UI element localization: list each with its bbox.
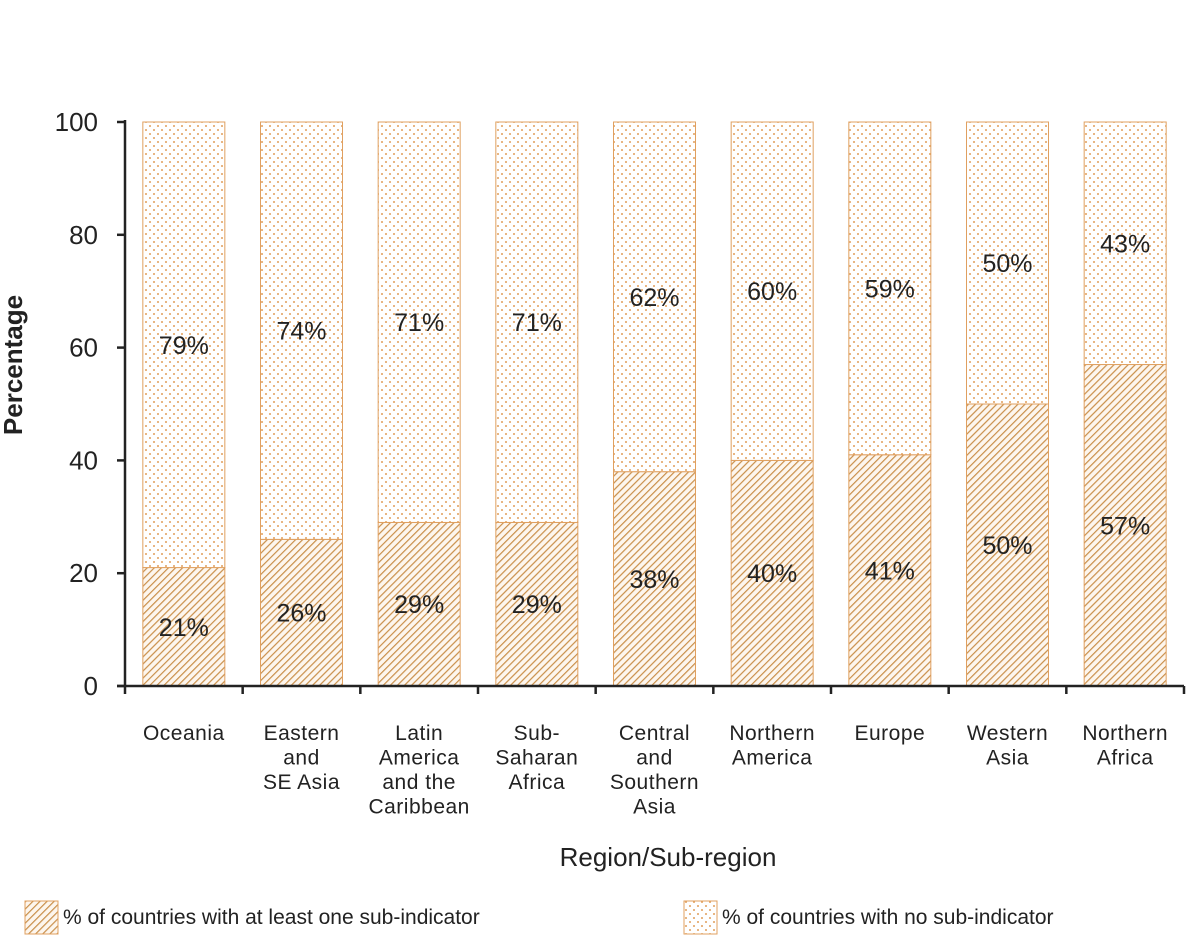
data-label-no-sub-indicator: 74% (276, 318, 326, 346)
bar-no-sub-indicator (966, 121, 1049, 405)
data-label-no-sub-indicator: 60% (747, 278, 797, 306)
data-label-at-least-one: 38% (629, 566, 679, 594)
x-axis-title: Region/Sub-region (560, 842, 777, 872)
category-label: Central and Southern Asia (610, 722, 699, 819)
legend-label-none: % of countries with no sub-indicator (722, 906, 1054, 929)
bar-at-least-one (730, 459, 814, 687)
category-label: Eastern and SE Asia (263, 722, 340, 794)
y-tick-label: 60 (69, 333, 98, 363)
y-tick-label: 100 (55, 107, 98, 137)
data-label-at-least-one: 40% (747, 560, 797, 588)
bar-no-sub-indicator (613, 121, 696, 473)
bar-no-sub-indicator (377, 121, 461, 523)
data-label-at-least-one: 57% (1100, 512, 1150, 540)
data-label-at-least-one: 29% (512, 591, 562, 619)
bar-no-sub-indicator (495, 121, 579, 523)
legend-swatch-hatch (24, 900, 59, 935)
data-label-at-least-one: 26% (276, 600, 326, 628)
legend-swatch-dots (683, 900, 718, 935)
data-label-no-sub-indicator: 59% (865, 275, 915, 303)
category-label: Latin America and the Caribbean (368, 722, 469, 819)
data-labels-group: 21% 79% 26% 74% 29% 71% 29% 71% 38% 62% 40% 60% 41% 5… (159, 230, 1150, 642)
y-tick-label: 40 (69, 445, 98, 475)
bar-at-least-one (142, 567, 226, 687)
data-label-at-least-one: 21% (159, 614, 209, 642)
bar-no-sub-indicator (260, 121, 343, 540)
data-label-no-sub-indicator: 62% (629, 284, 679, 312)
category-label: Europe (854, 722, 925, 745)
bar-at-least-one (1083, 364, 1167, 687)
data-label-no-sub-indicator: 71% (394, 309, 444, 337)
legend-label-at-least-one: % of countries with at least one sub-ind… (63, 906, 480, 929)
bars-group (142, 121, 1167, 687)
data-label-at-least-one: 29% (394, 591, 444, 619)
y-axis: 0 20 40 60 80 100 (55, 107, 127, 701)
category-label: Northern America (729, 722, 815, 770)
data-label-at-least-one: 41% (865, 557, 915, 585)
category-label: Sub-Saharan Africa (495, 722, 578, 794)
bar-at-least-one (966, 403, 1049, 687)
category-label: Oceania (143, 722, 225, 745)
y-tick-label: 80 (69, 220, 98, 250)
bar-no-sub-indicator (142, 121, 226, 569)
bar-no-sub-indicator (1083, 121, 1167, 366)
data-label-no-sub-indicator: 43% (1100, 230, 1150, 258)
y-axis-title: Percentage (0, 295, 28, 435)
category-label: Western Asia (967, 722, 1048, 770)
legend: % of countries with at least one sub-ind… (24, 900, 1054, 935)
bar-no-sub-indicator (730, 121, 814, 461)
bar-at-least-one (848, 454, 932, 687)
bar-no-sub-indicator (848, 121, 932, 456)
category-label: Northern Africa (1082, 722, 1168, 770)
data-label-no-sub-indicator: 79% (159, 332, 209, 360)
x-axis: Oceania Eastern and SE Asia Latin America and … (117, 684, 1186, 819)
data-label-at-least-one: 50% (982, 532, 1032, 560)
bar-at-least-one (377, 521, 461, 687)
data-label-no-sub-indicator: 50% (982, 250, 1032, 278)
y-tick-label: 20 (69, 558, 98, 588)
data-label-no-sub-indicator: 71% (512, 309, 562, 337)
y-tick-label: 0 (84, 671, 98, 701)
